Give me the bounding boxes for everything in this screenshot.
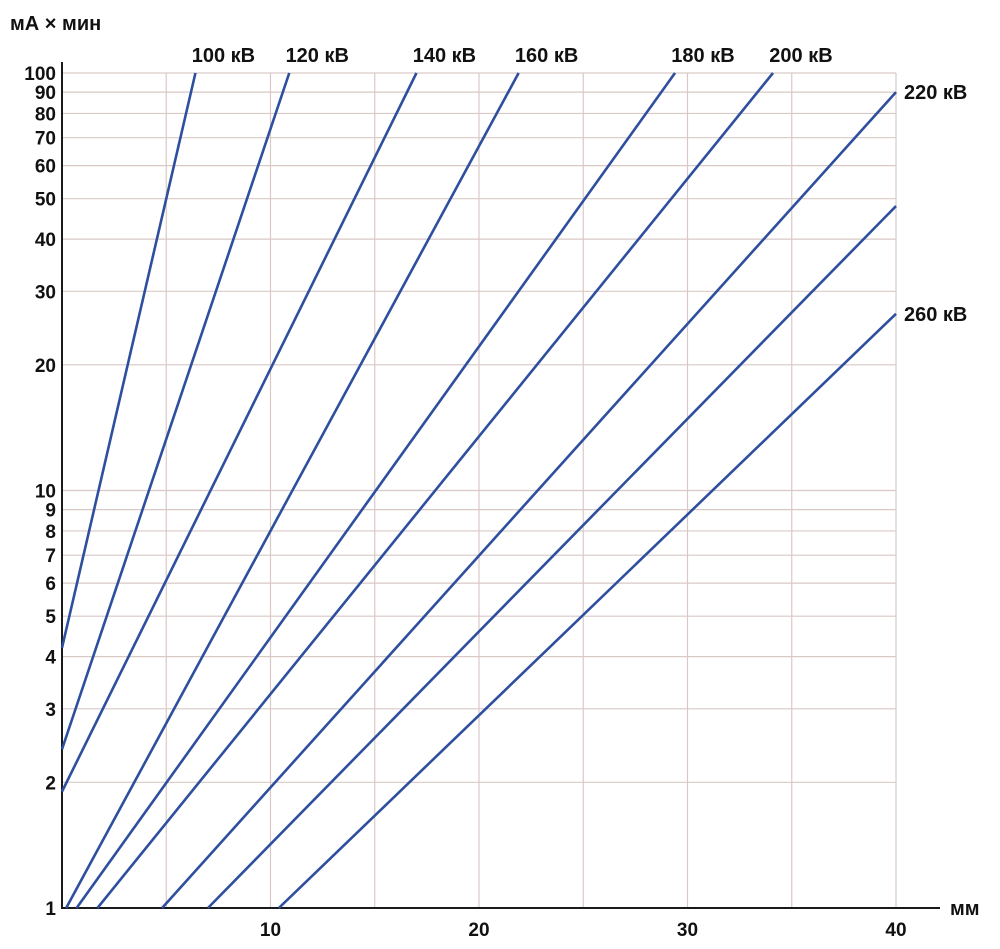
y-tick-label: 30 [35,282,56,303]
y-tick-label: 3 [45,700,56,721]
x-tick-label: 40 [885,920,906,941]
series-line [65,72,520,909]
y-tick-label: 8 [45,522,56,543]
y-tick-label: 7 [45,546,56,567]
x-tick-label: 30 [677,920,698,941]
y-axis-title: мА × мин [10,13,101,35]
y-tick-label: 50 [35,190,56,211]
series-line [60,72,418,793]
y-tick-label: 1 [45,899,56,920]
series-label: 140 кВ [413,45,476,67]
y-tick-label: 20 [35,356,56,377]
x-tick-label: 20 [468,920,489,941]
y-tick-label: 90 [35,83,56,104]
y-tick-label: 10 [35,482,56,503]
series-label: 220 кВ [904,82,967,104]
series-line [277,312,897,909]
y-tick-label: 60 [35,157,56,178]
series-label: 100 кВ [192,45,255,67]
x-axis-title: мм [950,898,980,920]
axis-layer [61,62,940,909]
y-tick-label: 2 [45,773,56,794]
series-label: 260 кВ [904,304,967,326]
series-line [161,91,897,909]
series-label: 180 кВ [671,45,734,67]
series-line [207,205,897,909]
grid-layer [62,72,897,909]
series-line [60,72,197,649]
x-tick-label: 10 [260,920,281,941]
series-line [75,72,677,909]
series-line [96,72,774,909]
series-line [60,72,291,750]
y-tick-label: 5 [45,607,56,628]
series-label: 200 кВ [769,45,832,67]
y-tick-label: 40 [35,230,56,251]
series-label: 160 кВ [515,45,578,67]
y-tick-label: 100 [24,64,56,85]
y-tick-label: 70 [35,129,56,150]
series-label: 120 кВ [286,45,349,67]
y-tick-label: 4 [45,648,56,669]
y-tick-label: 6 [45,574,56,595]
y-tick-label: 9 [45,501,56,522]
y-tick-label: 80 [35,104,56,125]
series-layer [60,72,897,909]
